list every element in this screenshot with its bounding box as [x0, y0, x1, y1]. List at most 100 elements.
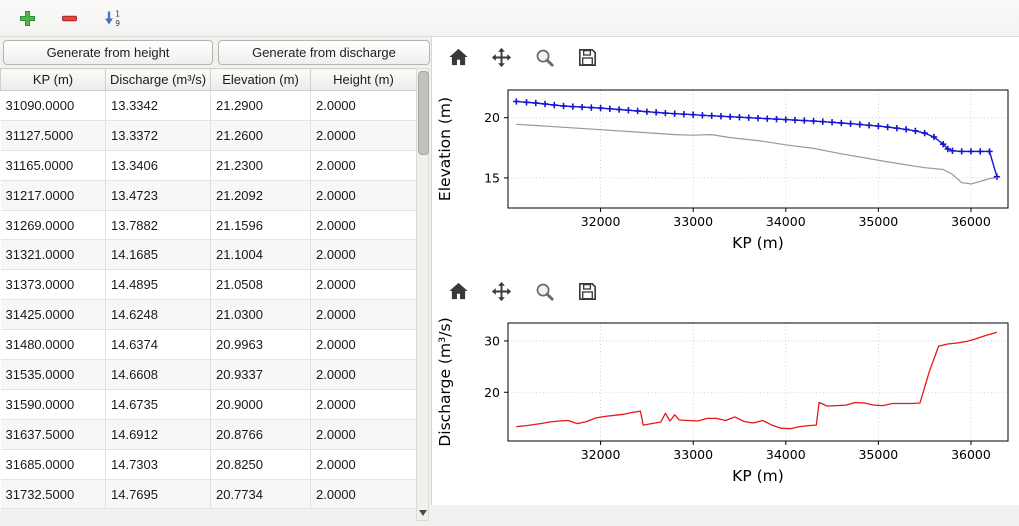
svg-text:KP (m): KP (m) — [732, 234, 784, 252]
remove-row-button[interactable] — [56, 5, 82, 31]
pan-button[interactable] — [487, 43, 515, 71]
table-row: 31425.0000 14.6248 21.0300 2.0000 — [0, 299, 417, 331]
table-cell[interactable]: 31637.5000 — [0, 419, 106, 450]
table-cell[interactable]: 31480.0000 — [0, 329, 106, 361]
table-row: 31637.5000 14.6912 20.8766 2.0000 — [0, 419, 417, 450]
add-row-button[interactable] — [14, 5, 40, 31]
table-cell[interactable]: 14.1685 — [105, 239, 211, 271]
table-cell[interactable]: 14.7303 — [105, 449, 211, 480]
column-header-kp[interactable]: KP (m) — [0, 68, 106, 91]
table-cell[interactable]: 14.6248 — [105, 299, 211, 331]
table-cell[interactable]: 2.0000 — [310, 180, 417, 211]
table-cell[interactable]: 14.6912 — [105, 419, 211, 450]
table-cell[interactable]: 13.3342 — [105, 90, 211, 121]
scrollbar-down-button[interactable] — [417, 506, 428, 520]
svg-text:KP (m): KP (m) — [732, 467, 784, 485]
elevation-chart[interactable]: 32000 33000 34000 35000 36000 15 20 KP (m) Eleva… — [432, 80, 1018, 270]
table-cell[interactable]: 13.3372 — [105, 120, 211, 151]
zoom-button[interactable] — [530, 43, 558, 71]
home-icon — [448, 48, 468, 65]
table-cell[interactable]: 2.0000 — [310, 120, 417, 151]
svg-text:32000: 32000 — [581, 214, 621, 229]
column-header-height[interactable]: Height (m) — [310, 68, 417, 91]
table-cell[interactable]: 20.7734 — [210, 479, 311, 510]
table-cell[interactable]: 2.0000 — [310, 150, 417, 181]
sort-ascending-icon: 1 9 — [104, 9, 120, 28]
table-cell[interactable]: 21.1004 — [210, 239, 311, 271]
table-cell[interactable]: 20.9963 — [210, 329, 311, 361]
table-cell[interactable]: 2.0000 — [310, 269, 417, 301]
discharge-chart[interactable]: 32000 33000 34000 35000 36000 20 30 KP (m) Disch… — [432, 313, 1018, 503]
sort-button[interactable]: 1 9 — [98, 5, 124, 31]
save-icon — [578, 48, 596, 66]
pan-button[interactable] — [487, 277, 515, 305]
pan-icon — [491, 47, 511, 67]
table-cell[interactable]: 20.9337 — [210, 359, 311, 390]
table-cell[interactable]: 2.0000 — [310, 449, 417, 480]
table-cell[interactable]: 21.2900 — [210, 90, 311, 121]
home-button[interactable] — [444, 43, 472, 71]
table-row: 31535.0000 14.6608 20.9337 2.0000 — [0, 359, 417, 390]
table-cell[interactable]: 21.1596 — [210, 210, 311, 241]
table-cell[interactable]: 20.9000 — [210, 389, 311, 420]
table-cell[interactable]: 2.0000 — [310, 239, 417, 271]
table-cell[interactable]: 31732.5000 — [0, 479, 106, 510]
plus-icon — [19, 10, 35, 26]
table-cell[interactable]: 14.6735 — [105, 389, 211, 420]
table-scrollbar[interactable] — [416, 68, 429, 521]
save-button[interactable] — [573, 43, 601, 71]
generate-from-discharge-button[interactable]: Generate from discharge — [218, 40, 430, 65]
table-cell[interactable]: 13.4723 — [105, 180, 211, 211]
table-cell[interactable]: 14.6608 — [105, 359, 211, 390]
table-cell[interactable]: 31590.0000 — [0, 389, 106, 420]
generate-from-height-button[interactable]: Generate from height — [3, 40, 213, 65]
table-header-row: KP (m) Discharge (m³/s) Elevation (m) He… — [0, 68, 417, 91]
table-cell[interactable]: 2.0000 — [310, 389, 417, 420]
table-cell[interactable]: 14.4895 — [105, 269, 211, 301]
table-cell[interactable]: 2.0000 — [310, 299, 417, 331]
table-cell[interactable]: 13.3406 — [105, 150, 211, 181]
table-cell[interactable]: 2.0000 — [310, 479, 417, 510]
svg-text:33000: 33000 — [673, 214, 713, 229]
table-cell[interactable]: 31127.5000 — [0, 120, 106, 151]
svg-text:33000: 33000 — [673, 447, 713, 462]
table-cell[interactable]: 31269.0000 — [0, 210, 106, 241]
table-cell[interactable]: 31090.0000 — [0, 90, 106, 121]
table-cell[interactable]: 21.2300 — [210, 150, 311, 181]
table-row: 31090.0000 13.3342 21.2900 2.0000 — [0, 90, 417, 121]
table-row: 31732.5000 14.7695 20.7734 2.0000 — [0, 479, 417, 510]
table-cell[interactable]: 14.7695 — [105, 479, 211, 510]
table-cell[interactable]: 21.2092 — [210, 180, 311, 211]
scrollbar-thumb[interactable] — [418, 71, 429, 155]
column-header-elevation[interactable]: Elevation (m) — [210, 68, 311, 91]
table-cell[interactable]: 31321.0000 — [0, 239, 106, 271]
table-cell[interactable]: 2.0000 — [310, 210, 417, 241]
home-button[interactable] — [444, 277, 472, 305]
zoom-button[interactable] — [530, 277, 558, 305]
pan-icon — [491, 281, 511, 301]
table-cell[interactable]: 14.6374 — [105, 329, 211, 361]
table-cell[interactable]: 31217.0000 — [0, 180, 106, 211]
save-button[interactable] — [573, 277, 601, 305]
column-header-discharge[interactable]: Discharge (m³/s) — [105, 68, 211, 91]
table-cell[interactable]: 2.0000 — [310, 90, 417, 121]
table-cell[interactable]: 20.8250 — [210, 449, 311, 480]
table-cell[interactable]: 13.7882 — [105, 210, 211, 241]
table-cell[interactable]: 21.0508 — [210, 269, 311, 301]
table-row: 31217.0000 13.4723 21.2092 2.0000 — [0, 180, 417, 211]
svg-text:35000: 35000 — [858, 214, 898, 229]
table-cell[interactable]: 31535.0000 — [0, 359, 106, 390]
svg-text:Elevation (m): Elevation (m) — [436, 97, 454, 201]
table-cell[interactable]: 2.0000 — [310, 329, 417, 361]
table-cell[interactable]: 21.2600 — [210, 120, 311, 151]
table-cell[interactable]: 31165.0000 — [0, 150, 106, 181]
table-cell[interactable]: 21.0300 — [210, 299, 311, 331]
svg-text:20: 20 — [484, 385, 500, 400]
table-cell[interactable]: 31425.0000 — [0, 299, 106, 331]
table-cell[interactable]: 31685.0000 — [0, 449, 106, 480]
table-cell[interactable]: 31373.0000 — [0, 269, 106, 301]
svg-text:15: 15 — [484, 170, 500, 185]
table-cell[interactable]: 20.8766 — [210, 419, 311, 450]
table-cell[interactable]: 2.0000 — [310, 359, 417, 390]
table-cell[interactable]: 2.0000 — [310, 419, 417, 450]
